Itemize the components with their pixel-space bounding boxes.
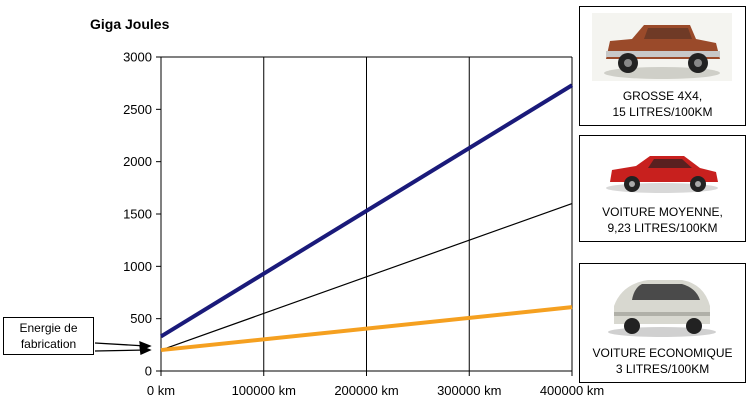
y-tick-label: 0 — [145, 364, 152, 379]
legend-card-small-car: VOITURE ECONOMIQUE 3 LITRES/100KM — [579, 263, 746, 383]
x-tick-label: 300000 km — [437, 383, 501, 398]
legend-card-sedan: VOITURE MOYENNE, 9,23 LITRES/100KM — [579, 135, 746, 242]
callout-text: Energie de fabrication — [19, 321, 78, 351]
legend-small-car-line2: 3 LITRES/100KM — [615, 362, 710, 376]
legend-suv-line2: 15 LITRES/100KM — [612, 105, 713, 119]
x-tick-label: 200000 km — [334, 383, 398, 398]
y-tick-label: 500 — [130, 311, 152, 326]
x-tick-label: 400000 km — [540, 383, 604, 398]
y-tick-label: 2500 — [123, 102, 152, 117]
x-tick-label: 0 km — [147, 383, 175, 398]
legend-suv-line1: GROSSE 4X4, — [622, 89, 703, 103]
legend-sedan-line1: VOITURE MOYENNE, — [602, 205, 723, 219]
y-tick-label: 2000 — [123, 154, 152, 169]
suv-photo-icon — [592, 13, 732, 81]
series-line-0 — [159, 83, 574, 339]
y-tick-label: 1500 — [123, 207, 152, 222]
manufacturing-energy-callout: Energie de fabrication — [3, 317, 94, 355]
y-tick-label: 3000 — [123, 50, 152, 65]
x-tick-label: 100000 km — [232, 383, 296, 398]
y-axis-title: Giga Joules — [90, 16, 170, 32]
series-line-2 — [160, 305, 573, 353]
legend-card-suv: GROSSE 4X4, 15 LITRES/100KM — [579, 6, 746, 126]
legend-small-car-line1: VOITURE ECONOMIQUE — [592, 346, 733, 360]
y-tick-label: 1000 — [123, 259, 152, 274]
small-silver-car-photo-icon — [592, 270, 732, 338]
legend-sedan-line2: 9,23 LITRES/100KM — [607, 221, 718, 235]
callout-arrows — [94, 340, 152, 355]
series-line-1 — [160, 202, 573, 351]
red-sedan-photo-icon — [592, 144, 732, 194]
